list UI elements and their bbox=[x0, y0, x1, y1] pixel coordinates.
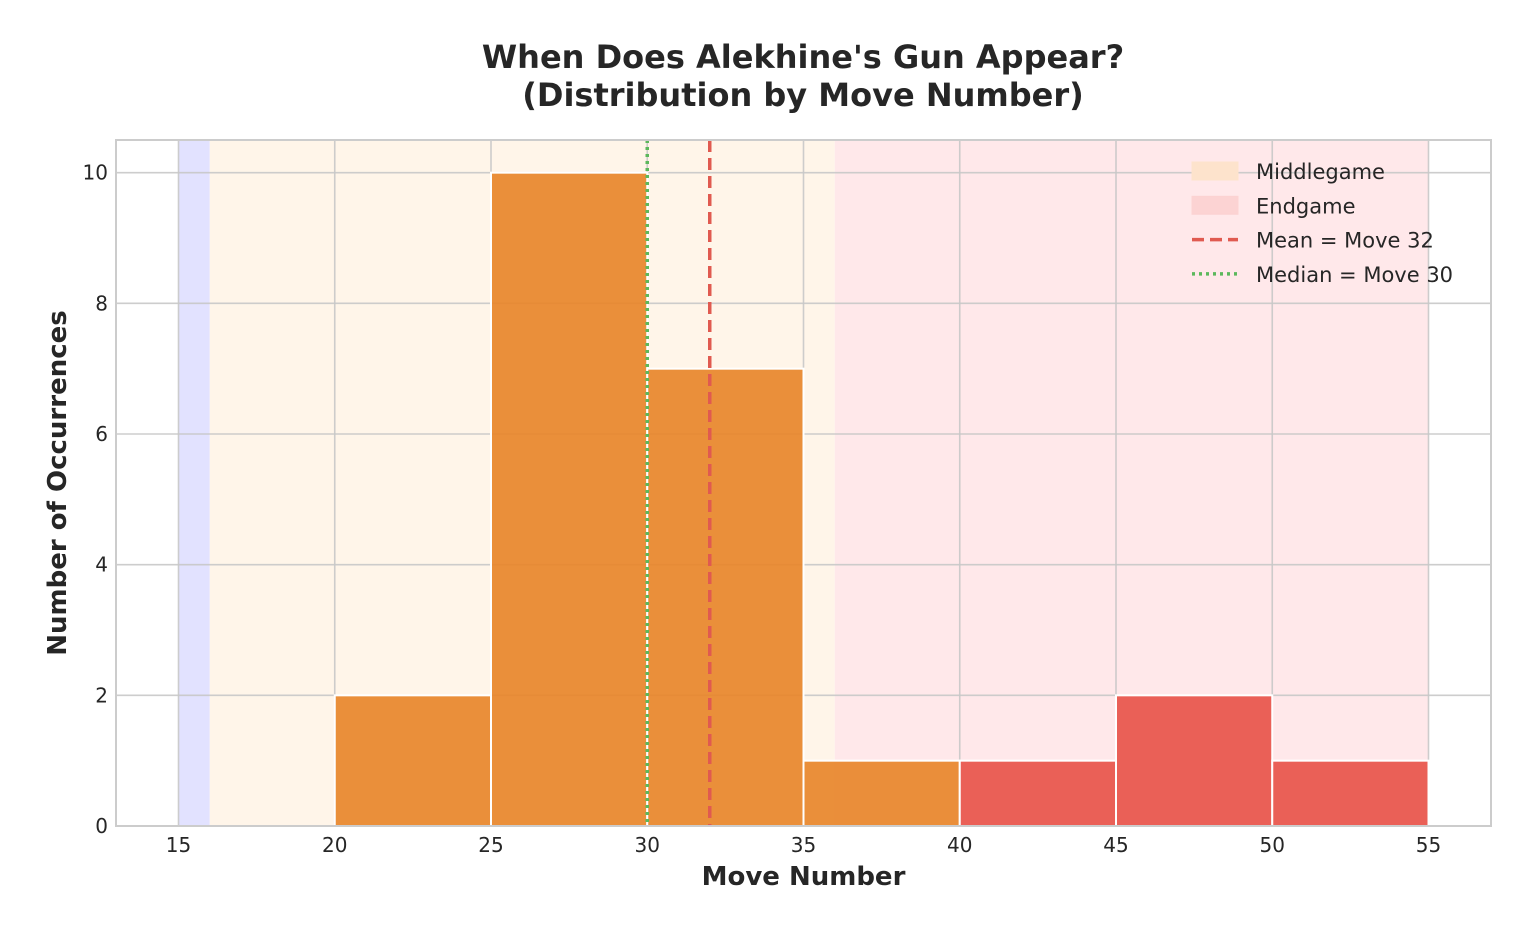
legend-label: Endgame bbox=[1256, 194, 1355, 218]
x-tick-label: 25 bbox=[478, 833, 503, 857]
histogram-bar bbox=[333, 694, 492, 827]
histogram-bar bbox=[958, 759, 1117, 828]
x-tick-label: 55 bbox=[1416, 833, 1441, 857]
chart-title-line2: (Distribution by Move Number) bbox=[522, 76, 1084, 114]
x-tick-label: 50 bbox=[1260, 833, 1285, 857]
x-tick-label: 15 bbox=[166, 833, 191, 857]
x-tick-label: 45 bbox=[1103, 833, 1128, 857]
reference-lines bbox=[645, 140, 712, 826]
histogram-bar bbox=[646, 367, 805, 827]
histogram-bar bbox=[1115, 694, 1274, 827]
y-tick-label: 6 bbox=[95, 422, 108, 446]
x-tick-label: 35 bbox=[791, 833, 816, 857]
phase-band bbox=[178, 140, 210, 826]
x-tick-labels: 15 20 25 30 35 40 45 50 55 bbox=[166, 833, 1441, 857]
chart-title: When Does Alekhine's Gun Appear? (Distri… bbox=[0, 38, 1536, 114]
y-tick-label: 8 bbox=[95, 291, 108, 315]
y-tick-labels: 0 2 4 6 8 10 bbox=[83, 161, 108, 838]
y-tick-label: 0 bbox=[95, 814, 108, 838]
plot-frame bbox=[115, 139, 1492, 827]
y-axis-label: Number of Occurrences bbox=[43, 310, 73, 655]
legend-label: Middlegame bbox=[1256, 160, 1385, 184]
x-tick-label: 20 bbox=[322, 833, 347, 857]
x-axis-label: Move Number bbox=[702, 862, 906, 892]
legend-swatch bbox=[1191, 161, 1239, 181]
chart-title-line1: When Does Alekhine's Gun Appear? bbox=[481, 38, 1125, 76]
x-tick-label: 30 bbox=[635, 833, 660, 857]
legend-label: Median = Move 30 bbox=[1256, 263, 1453, 287]
histogram-bar bbox=[802, 759, 961, 828]
y-tick-label: 10 bbox=[83, 161, 108, 185]
y-tick-label: 2 bbox=[95, 683, 108, 707]
x-tick-label: 40 bbox=[947, 833, 972, 857]
y-tick-label: 4 bbox=[95, 553, 108, 577]
legend-label: Mean = Move 32 bbox=[1256, 229, 1434, 253]
histogram-bar bbox=[490, 171, 649, 827]
legend-swatch bbox=[1191, 195, 1239, 215]
legend: Middlegame Endgame Mean = Move 32 Median = … bbox=[1191, 160, 1453, 287]
histogram-bar bbox=[1271, 759, 1430, 828]
